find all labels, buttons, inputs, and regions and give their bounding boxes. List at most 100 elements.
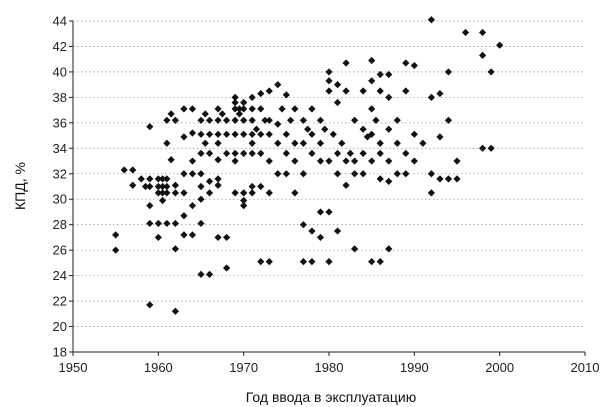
data-point (257, 258, 265, 266)
data-point (240, 189, 248, 197)
data-point (146, 175, 154, 183)
data-point (393, 170, 401, 178)
data-point (393, 139, 401, 147)
data-point (385, 70, 393, 79)
data-point (368, 105, 376, 113)
data-point (257, 89, 265, 98)
data-point (257, 105, 265, 113)
data-point (146, 182, 154, 191)
data-point (333, 81, 342, 89)
data-point (265, 116, 273, 124)
data-point (163, 219, 171, 228)
data-point (453, 175, 461, 183)
x-tick-label: 1960 (144, 360, 173, 375)
data-point (385, 157, 393, 165)
data-point (291, 139, 299, 147)
data-point (248, 105, 256, 113)
data-point (316, 139, 325, 147)
data-point (205, 149, 214, 157)
data-point (342, 59, 350, 67)
data-point (325, 208, 333, 216)
data-point (363, 133, 371, 141)
data-point (248, 189, 256, 197)
data-point (402, 149, 410, 157)
data-point (479, 28, 487, 37)
data-point (308, 105, 316, 113)
data-point (325, 77, 333, 85)
data-point (205, 270, 214, 278)
data-point (163, 175, 171, 183)
data-point (316, 157, 325, 165)
data-point (402, 170, 410, 178)
data-point (487, 68, 495, 76)
data-point (129, 166, 137, 174)
data-point (444, 175, 453, 183)
data-point (257, 149, 265, 157)
data-point (154, 182, 162, 191)
data-point (146, 301, 154, 309)
data-point (214, 181, 222, 189)
y-axis-label: КПД, % (12, 162, 28, 210)
data-point (154, 175, 162, 183)
data-point (342, 181, 350, 189)
data-point (141, 182, 150, 191)
data-point (342, 157, 350, 165)
data-point (479, 51, 487, 59)
y-tick-label: 24 (53, 268, 67, 283)
y-tick-label: 38 (53, 90, 67, 105)
data-point (248, 182, 256, 191)
data-point (346, 149, 354, 157)
data-point (351, 170, 359, 178)
data-point (231, 93, 239, 101)
data-point (308, 130, 316, 138)
data-point (218, 110, 226, 118)
data-point (376, 70, 384, 79)
data-point (368, 77, 376, 85)
data-point (351, 116, 359, 124)
data-point (163, 116, 171, 124)
data-point (316, 116, 325, 124)
data-point (137, 175, 145, 183)
data-point (333, 98, 342, 107)
data-point (197, 149, 205, 157)
x-tick-label: 2010 (571, 360, 600, 375)
data-point (159, 189, 167, 197)
data-point (359, 87, 367, 95)
data-point (180, 231, 188, 239)
data-point (496, 41, 504, 49)
data-point (338, 139, 346, 147)
data-point (304, 125, 312, 133)
data-point (205, 189, 214, 197)
data-point (385, 125, 393, 133)
y-tick-label: 18 (53, 345, 67, 360)
data-point (223, 116, 231, 124)
data-point (231, 105, 239, 113)
data-point (316, 208, 325, 216)
data-point (257, 182, 265, 191)
data-point (214, 130, 222, 138)
data-point (154, 233, 162, 242)
data-point (248, 116, 256, 124)
data-point (274, 170, 282, 178)
data-point (223, 130, 231, 138)
data-point (231, 116, 239, 124)
data-point (163, 182, 171, 191)
y-tick-label: 44 (53, 14, 67, 29)
data-point (261, 116, 269, 124)
data-point (197, 195, 205, 203)
x-axis-label: Год ввода в эксплуатацию (246, 389, 416, 405)
data-point (410, 130, 418, 138)
data-point (385, 93, 393, 101)
data-point (308, 227, 316, 235)
x-tick-label: 1950 (59, 360, 88, 375)
data-point (274, 120, 282, 128)
data-point (410, 157, 418, 165)
data-point (299, 139, 307, 147)
y-tick-label: 42 (53, 39, 67, 54)
data-point (299, 221, 307, 229)
data-point (308, 258, 316, 266)
data-point (282, 170, 290, 178)
data-point (252, 125, 261, 133)
y-tick-label: 20 (53, 319, 67, 334)
